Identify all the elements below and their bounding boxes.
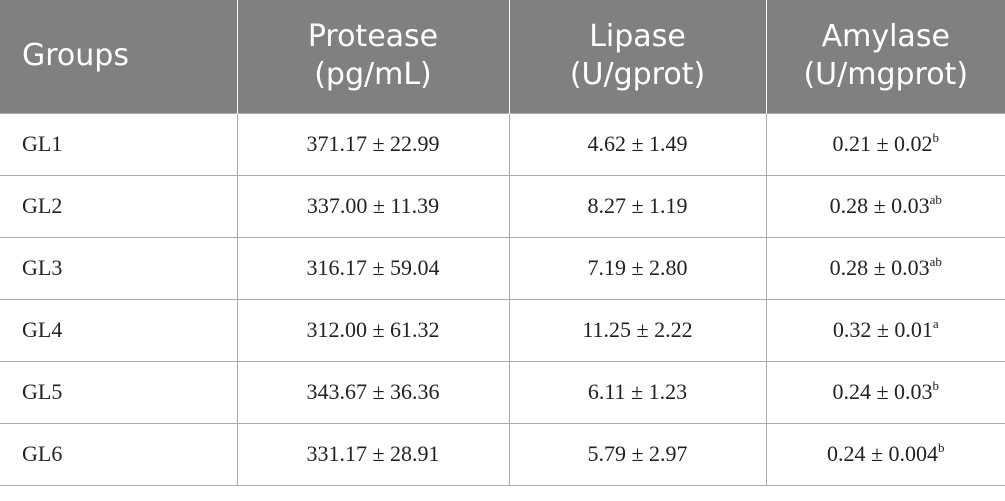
header-cell: Amylase (U/mgprot) (765, 0, 1005, 113)
header-cell: Lipase (U/gprot) (508, 0, 766, 113)
table-row: GL5 343.67 ± 36.36 6.11 ± 1.23 0.24 ± 0.03b (0, 360, 1005, 424)
table-row: GL2 337.00 ± 11.39 8.27 ± 1.19 0.28 ± 0.03a… (0, 174, 1005, 238)
group-cell: GL4 (0, 298, 238, 362)
header-cell: Groups (0, 0, 237, 113)
table-body: GL1 371.17 ± 22.99 4.62 ± 1.49 0.21 ± 0.02b… (0, 112, 1005, 486)
table-cell: 7.19 ± 2.80 (508, 236, 767, 300)
significance-letter: a (932, 316, 939, 331)
group-cell: GL1 (0, 112, 238, 176)
table-cell: 8.27 ± 1.19 (508, 174, 767, 238)
group-cell: GL3 (0, 236, 238, 300)
table-cell: 0.28 ± 0.03ab (765, 174, 1005, 238)
cell-value: 0.28 ± 0.03 (829, 255, 930, 280)
cell-value: 0.24 ± 0.03 (832, 379, 933, 404)
table-cell: 0.28 ± 0.03ab (765, 236, 1005, 300)
table-cell: 337.00 ± 11.39 (236, 174, 510, 238)
table-cell: 343.67 ± 36.36 (236, 360, 510, 424)
cell-value: 0.24 ± 0.004 (826, 441, 939, 466)
table-cell: 0.24 ± 0.004b (765, 422, 1005, 486)
table-row: GL4 312.00 ± 61.32 11.25 ± 2.22 0.32 ± 0.01… (0, 298, 1005, 362)
table-cell: 6.11 ± 1.23 (508, 360, 767, 424)
cell-value: 0.21 ± 0.02 (832, 131, 933, 156)
header-cell: Protease (pg/mL) (236, 0, 509, 113)
significance-letter: ab (929, 192, 942, 207)
group-cell: GL6 (0, 422, 238, 486)
significance-letter: ab (929, 254, 942, 269)
table-row: GL3 316.17 ± 59.04 7.19 ± 2.80 0.28 ± 0.03a… (0, 236, 1005, 300)
significance-letter: b (932, 378, 940, 393)
table-cell: 0.32 ± 0.01a (765, 298, 1005, 362)
table-cell: 371.17 ± 22.99 (236, 112, 510, 176)
group-cell: GL5 (0, 360, 238, 424)
table-cell: 312.00 ± 61.32 (236, 298, 510, 362)
table-row: GL1 371.17 ± 22.99 4.62 ± 1.49 0.21 ± 0.02b (0, 112, 1005, 176)
significance-letter: b (938, 440, 945, 455)
cell-value: 0.28 ± 0.03 (829, 193, 930, 218)
group-cell: GL2 (0, 174, 238, 238)
table-cell: 5.79 ± 2.97 (508, 422, 767, 486)
data-table: Groups Protease (pg/mL) Lipase (U/gprot) Am… (0, 0, 1005, 486)
table-cell: 0.21 ± 0.02b (765, 112, 1005, 176)
table-row: GL6 331.17 ± 28.91 5.79 ± 2.97 0.24 ± 0.004… (0, 422, 1005, 486)
table-cell: 331.17 ± 28.91 (236, 422, 510, 486)
table-cell: 0.24 ± 0.03b (765, 360, 1005, 424)
cell-value: 0.32 ± 0.01 (832, 317, 933, 342)
table-cell: 4.62 ± 1.49 (508, 112, 767, 176)
table-cell: 11.25 ± 2.22 (508, 298, 767, 362)
significance-letter: b (932, 130, 940, 145)
header-row: Groups Protease (pg/mL) Lipase (U/gprot) Am… (0, 0, 1005, 113)
table-cell: 316.17 ± 59.04 (236, 236, 510, 300)
